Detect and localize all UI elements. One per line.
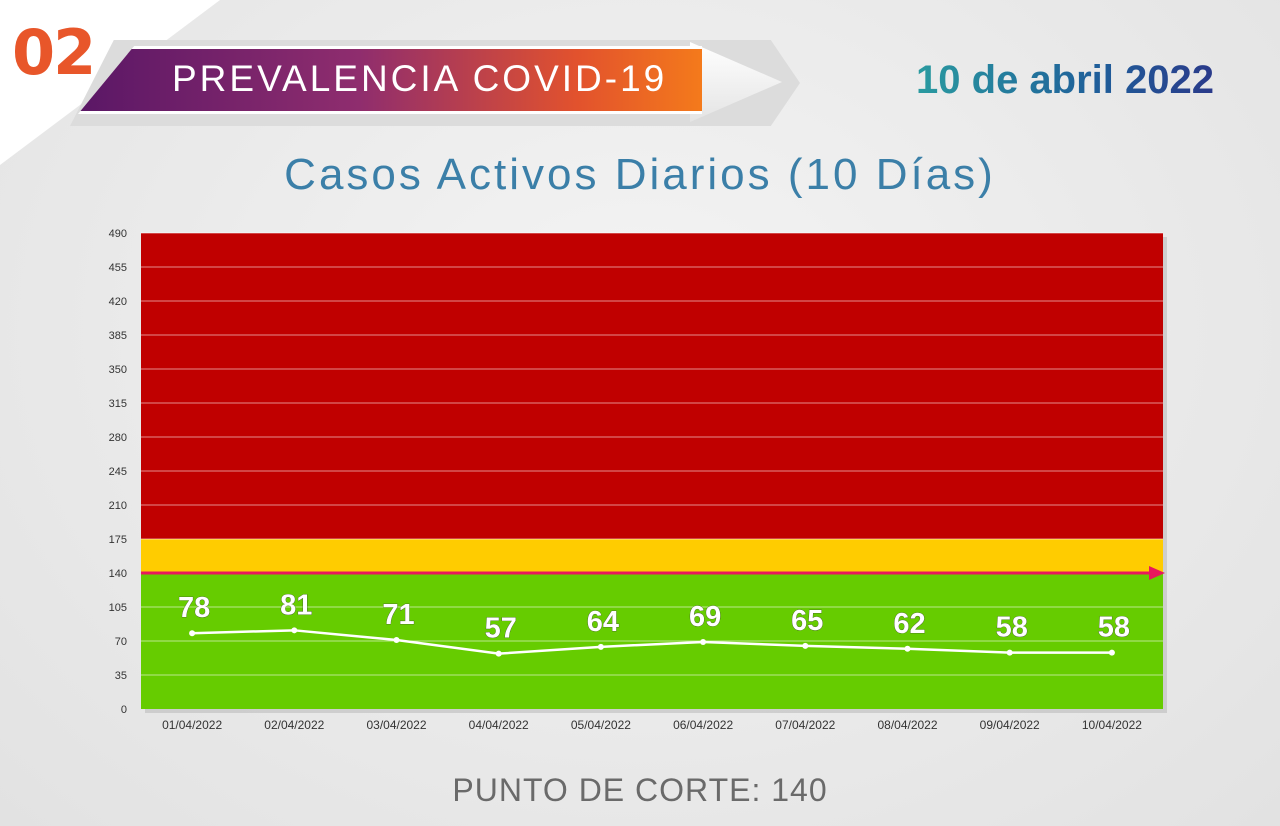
data-label: 69 (689, 601, 721, 633)
x-tick-label: 02/04/2022 (264, 718, 324, 732)
x-tick-label: 07/04/2022 (775, 718, 835, 732)
x-tick-label: 10/04/2022 (1082, 718, 1142, 732)
data-label: 65 (791, 605, 823, 637)
y-tick-label: 175 (109, 534, 127, 546)
data-point (1006, 649, 1013, 656)
chart-title: Casos Activos Diarios (10 Días) (284, 150, 996, 199)
section-number: 02 (12, 16, 96, 89)
banner-title: PREVALENCIA COVID-19 (172, 58, 668, 99)
x-tick-label: 04/04/2022 (469, 718, 529, 732)
data-label: 57 (485, 613, 517, 645)
y-tick-label: 140 (109, 568, 127, 580)
y-tick-label: 245 (109, 466, 127, 478)
x-tick-label: 08/04/2022 (877, 718, 937, 732)
y-tick-label: 105 (109, 602, 127, 614)
data-point (802, 642, 809, 649)
report-date: 10 de abril 2022 (916, 58, 1214, 102)
data-point (700, 638, 707, 645)
y-tick-label: 315 (109, 398, 127, 410)
y-tick-label: 280 (109, 432, 127, 444)
data-label: 62 (893, 608, 925, 640)
y-tick-label: 350 (109, 364, 127, 376)
x-tick-label: 09/04/2022 (980, 718, 1040, 732)
y-tick-label: 385 (109, 330, 127, 342)
data-point (393, 637, 400, 644)
cutoff-arrowhead (1149, 566, 1165, 580)
y-tick-label: 420 (109, 296, 127, 308)
title-banner (78, 46, 702, 114)
data-point (495, 650, 502, 657)
line-chart: 0 35 70 105 140 175 210 245 280 315 350 385 420 455 49… (109, 228, 1167, 732)
data-label: 81 (280, 589, 312, 621)
y-tick-label: 210 (109, 500, 127, 512)
data-point (904, 645, 911, 652)
data-point (291, 627, 298, 634)
x-tick-label: 06/04/2022 (673, 718, 733, 732)
y-tick-label: 0 (121, 704, 127, 716)
data-label: 58 (996, 612, 1028, 644)
zone-band-1 (141, 539, 1163, 573)
x-tick-label: 05/04/2022 (571, 718, 631, 732)
y-tick-label: 490 (109, 228, 127, 240)
x-tick-label: 01/04/2022 (162, 718, 222, 732)
zone-band-2 (141, 233, 1163, 539)
y-tick-label: 35 (115, 670, 127, 682)
x-tick-label: 03/04/2022 (366, 718, 426, 732)
data-label: 64 (587, 606, 619, 638)
data-point (189, 630, 196, 637)
y-tick-label: 70 (115, 636, 127, 648)
data-label: 78 (178, 592, 210, 624)
data-label: 71 (382, 599, 414, 631)
series-line (192, 629, 1112, 655)
cutoff-note: PUNTO DE CORTE: 140 (452, 772, 828, 808)
chart-container: 0 35 70 105 140 175 210 245 280 315 350 385 420 455 49… (109, 228, 1167, 732)
y-tick-label: 455 (109, 262, 127, 274)
data-point (1108, 649, 1115, 656)
data-point (597, 643, 604, 650)
data-label: 58 (1098, 612, 1130, 644)
